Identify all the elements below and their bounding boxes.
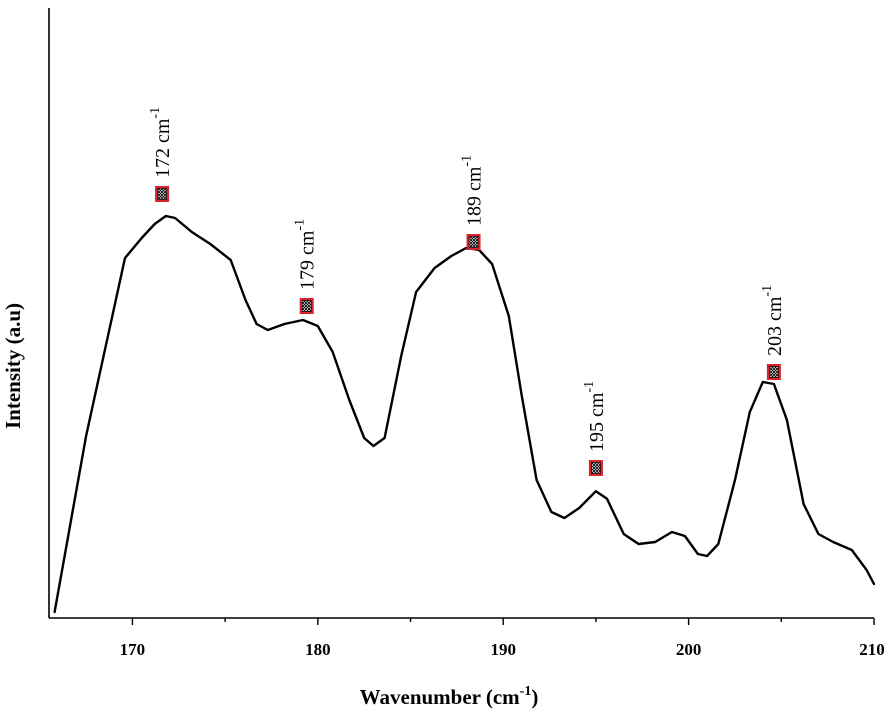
peak-label-sup: -1 — [760, 285, 775, 297]
peak-label-text: 189 cm — [464, 166, 486, 226]
x-tick-label: 210 — [859, 640, 885, 659]
x-tick-label: 180 — [305, 640, 331, 659]
x-axis-label-close: ) — [531, 685, 538, 709]
peak-label: 203 cm-1 — [760, 285, 786, 356]
peak-marker-inner — [468, 236, 479, 248]
peak-marker-inner — [157, 188, 167, 200]
spectrum-line — [53, 214, 876, 614]
peak-label-text: 179 cm — [297, 230, 319, 290]
x-axis-ticks: 170 180 190 200 210 — [120, 618, 885, 659]
series-layer — [53, 214, 876, 614]
peak-label-text: 203 cm — [764, 296, 786, 356]
peak-label-text: 172 cm — [152, 118, 174, 178]
peak-label: 189 cm-1 — [460, 155, 486, 226]
x-tick-label: 200 — [676, 640, 702, 659]
peak-label-sup: -1 — [293, 219, 308, 231]
peak-label-text: 195 cm — [586, 392, 608, 452]
peak-label: 179 cm-1 — [293, 219, 319, 290]
x-tick-label: 170 — [120, 640, 146, 659]
x-axis-label-sup: -1 — [520, 684, 532, 699]
peak-label-sup: -1 — [460, 155, 475, 167]
peak-marker-inner — [769, 366, 779, 378]
x-axis-label: Wavenumber (cm-1) — [360, 684, 539, 709]
x-axis-label-main: Wavenumber (cm — [360, 685, 521, 709]
peak-label: 195 cm-1 — [582, 381, 608, 452]
peak-marker-inner — [301, 300, 312, 312]
peak-label-sup: -1 — [148, 107, 163, 119]
plot-frame — [48, 8, 874, 619]
x-tick-label: 190 — [490, 640, 516, 659]
peak-label-sup: -1 — [582, 381, 597, 393]
y-axis-label: Intensity (a.u) — [1, 303, 25, 429]
peak-label: 172 cm-1 — [148, 107, 174, 178]
peak-marker-inner — [591, 462, 601, 474]
